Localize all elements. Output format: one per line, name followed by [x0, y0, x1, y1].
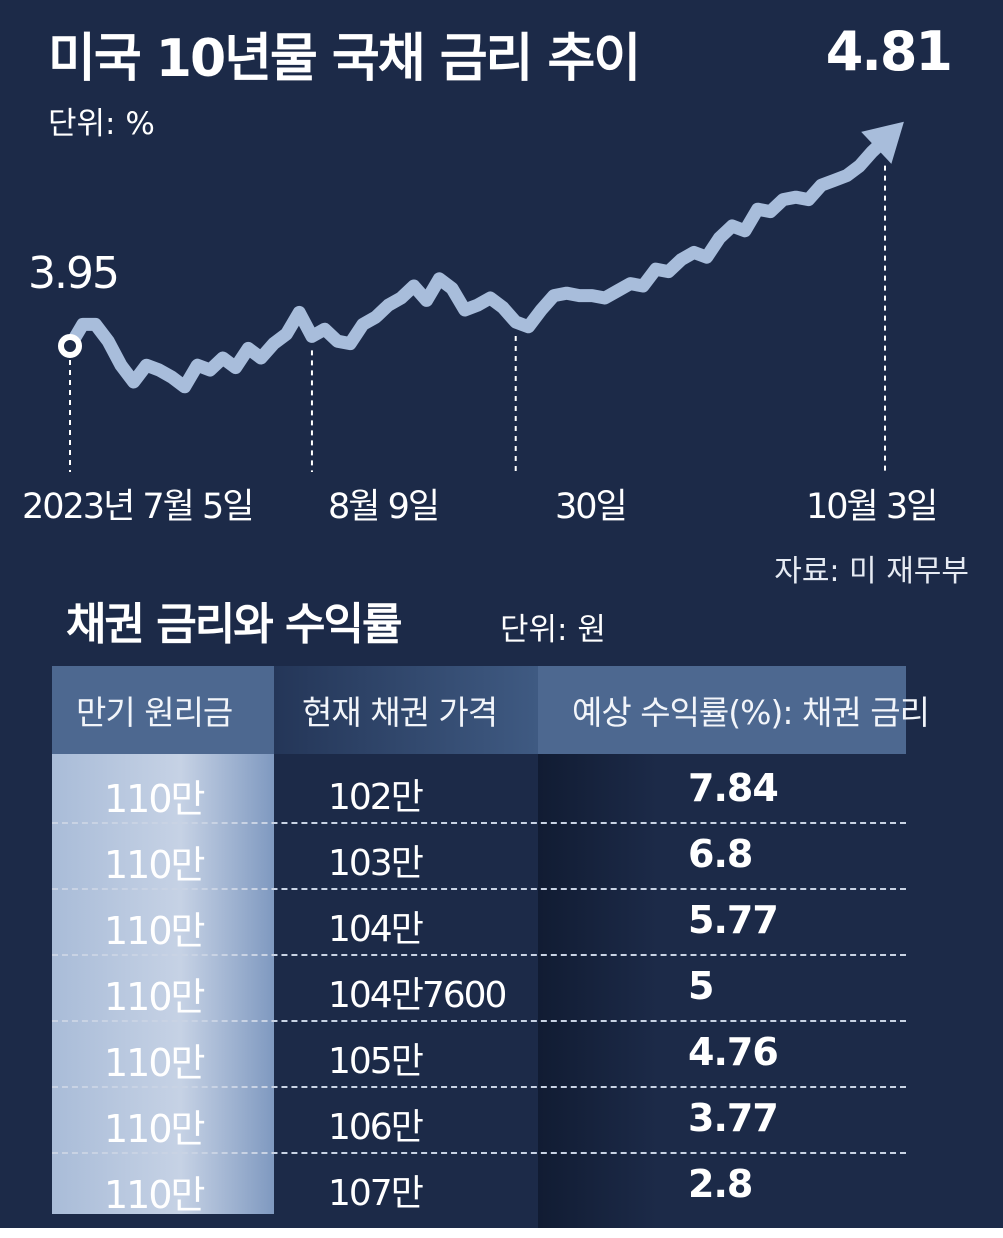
line-chart [58, 121, 904, 472]
source-note: 자료: 미 재무부 [774, 554, 969, 589]
cell-price: 107만 [328, 1173, 424, 1214]
table-title: 채권 금리와 수익률 [66, 599, 402, 650]
x-tick-label-jul5: 2023년 7월 5일 [22, 487, 254, 527]
cell-yield: 4.76 [688, 1030, 779, 1074]
cell-price: 106만 [328, 1107, 424, 1148]
cell-maturity: 110만 [104, 1173, 205, 1217]
row-divider [52, 1020, 906, 1022]
first-column-background [52, 754, 274, 1214]
header-maturity-principal: 만기 원리금 [76, 693, 233, 732]
cell-yield: 6.8 [688, 832, 753, 876]
cell-maturity: 110만 [104, 1107, 205, 1151]
chart-unit: 단위: % [48, 106, 155, 142]
header-expected-yield: 예상 수익률(%): 채권 금리 [572, 693, 930, 732]
cell-yield: 7.84 [688, 766, 779, 810]
x-tick-label-aug9: 8월 9일 [328, 487, 440, 527]
cell-maturity: 110만 [104, 777, 205, 821]
chart-guides [69, 165, 886, 472]
cell-maturity: 110만 [104, 1041, 205, 1085]
cell-yield: 3.77 [688, 1096, 779, 1140]
row-divider [52, 822, 906, 824]
table-row: 110만 106만 3.77 [52, 1088, 906, 1154]
table-row: 110만 103만 6.8 [52, 824, 906, 890]
cell-price: 105만 [328, 1041, 424, 1082]
cell-price: 102만 [328, 777, 424, 818]
cell-price: 103만 [328, 843, 424, 884]
cell-yield: 5.77 [688, 898, 779, 942]
cell-price: 104만7600 [328, 975, 507, 1016]
cell-maturity: 110만 [104, 909, 205, 953]
table-row: 110만 105만 4.76 [52, 1022, 906, 1088]
end-value-label: 4.81 [825, 20, 953, 83]
cell-maturity: 110만 [104, 843, 205, 887]
row-divider [52, 1086, 906, 1088]
cell-yield: 5 [688, 964, 714, 1008]
table-unit: 단위: 원 [500, 612, 606, 648]
series-line [63, 133, 892, 394]
cell-yield: 2.8 [688, 1162, 753, 1206]
row-divider [52, 954, 906, 956]
x-tick-label-aug30: 30일 [555, 487, 628, 527]
x-tick-label-oct3: 10월 3일 [806, 487, 938, 527]
table-row: 110만 104만 5.77 [52, 890, 906, 956]
row-divider [52, 888, 906, 890]
table-row: 110만 104만7600 5 [52, 956, 906, 1022]
header-current-price: 현재 채권 가격 [302, 693, 498, 732]
start-point-marker [58, 334, 82, 358]
table-header-middle [274, 666, 538, 754]
chart-title: 미국 10년물 국채 금리 추이 [48, 29, 641, 89]
trend-arrowhead [861, 121, 904, 164]
cell-price: 104만 [328, 909, 424, 950]
cell-maturity: 110만 [104, 975, 205, 1019]
row-divider [52, 1152, 906, 1154]
column-shadow [538, 666, 658, 1228]
start-value-label: 3.95 [28, 248, 120, 299]
table-row: 110만 102만 7.84 [52, 758, 906, 824]
table-row: 110만 107만 2.8 [52, 1154, 906, 1220]
